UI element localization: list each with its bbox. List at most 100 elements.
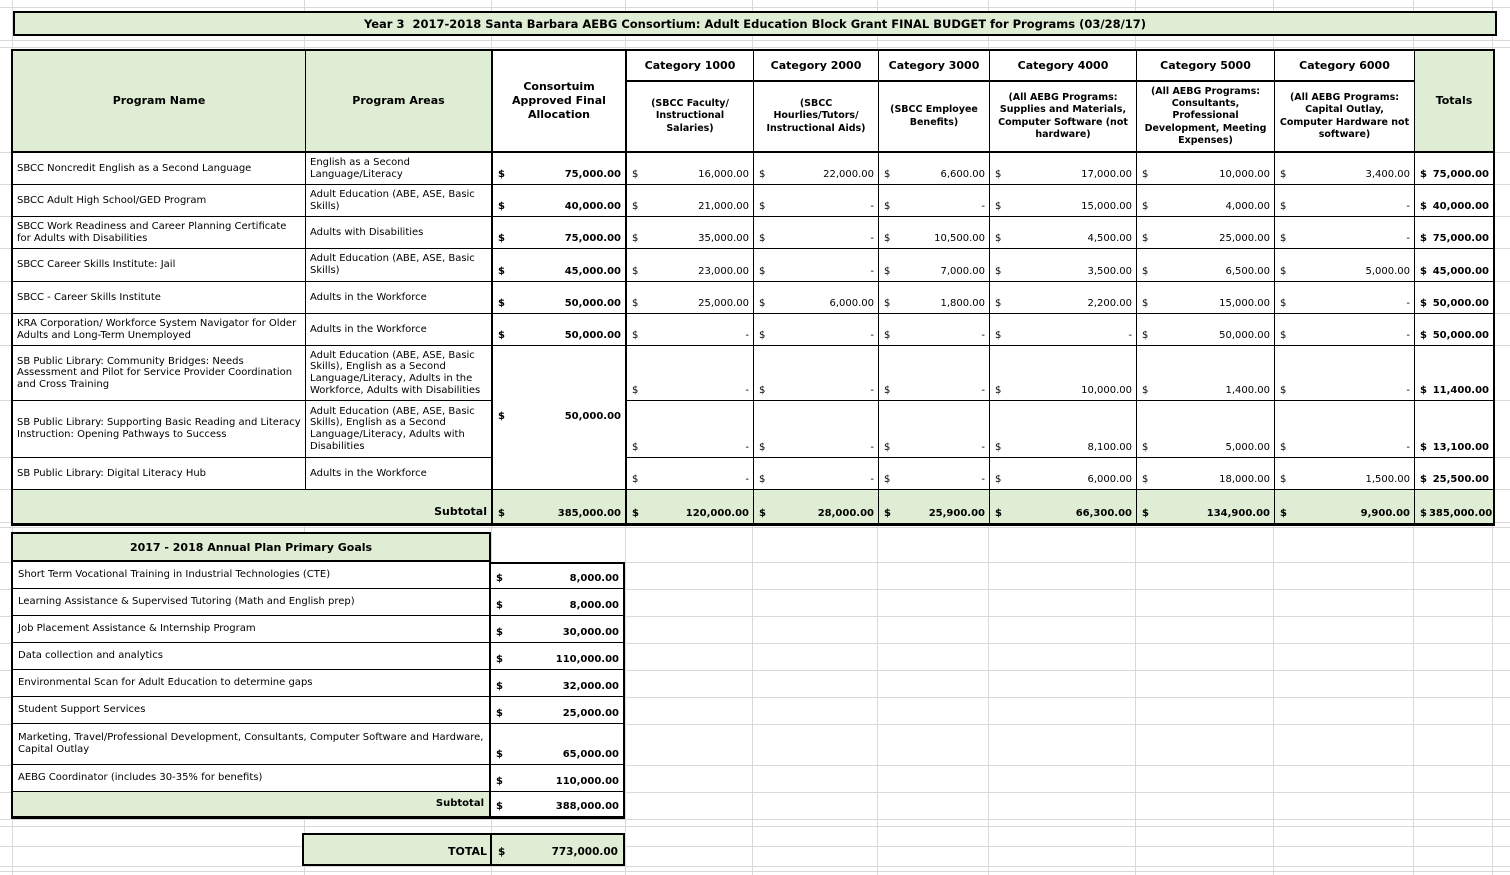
- category-value-cell[interactable]: $ -: [754, 185, 879, 217]
- category-value-cell[interactable]: $ -: [1275, 217, 1415, 249]
- goal-amount-cell[interactable]: $30,000.00: [491, 616, 625, 643]
- program-areas-cell[interactable]: Adults in the Workforce: [306, 458, 493, 490]
- category-value-cell[interactable]: $1,800.00: [879, 282, 990, 314]
- header-allocation[interactable]: Consortuim Approved Final Allocation: [493, 51, 627, 153]
- category-value-cell[interactable]: $23,000.00: [627, 249, 754, 282]
- category-value-cell[interactable]: $ -: [990, 314, 1137, 346]
- goal-amount-cell[interactable]: $8,000.00: [491, 589, 625, 616]
- program-areas-cell[interactable]: Adult Education (ABE, ASE, Basic Skills)…: [306, 346, 493, 401]
- category-value-cell[interactable]: $10,500.00: [879, 217, 990, 249]
- category-value-cell[interactable]: $6,500.00: [1137, 249, 1275, 282]
- category-value-cell[interactable]: $ -: [879, 401, 990, 458]
- header-program-areas[interactable]: Program Areas: [306, 51, 493, 153]
- category-value-cell[interactable]: $ -: [754, 217, 879, 249]
- category-value-cell[interactable]: $ -: [879, 314, 990, 346]
- row-total-cell[interactable]: $11,400.00: [1415, 346, 1493, 401]
- goal-label-cell[interactable]: Job Placement Assistance & Internship Pr…: [11, 616, 491, 643]
- goal-label-cell[interactable]: AEBG Coordinator (includes 30-35% for be…: [11, 765, 491, 792]
- program-areas-cell[interactable]: Adults in the Workforce: [306, 314, 493, 346]
- goal-label-cell[interactable]: Environmental Scan for Adult Education t…: [11, 670, 491, 697]
- program-name-cell[interactable]: KRA Corporation/ Workforce System Naviga…: [13, 314, 306, 346]
- category-value-cell[interactable]: $7,000.00: [879, 249, 990, 282]
- row-total-cell[interactable]: $13,100.00: [1415, 401, 1493, 458]
- goals-header[interactable]: 2017 - 2018 Annual Plan Primary Goals: [11, 532, 491, 562]
- grand-total-label-cell[interactable]: TOTAL: [304, 835, 492, 864]
- program-name-cell[interactable]: SBCC - Career Skills Institute: [13, 282, 306, 314]
- category-value-cell[interactable]: $25,000.00: [627, 282, 754, 314]
- category-value-cell[interactable]: $15,000.00: [990, 185, 1137, 217]
- allocation-cell[interactable]: $50,000.00: [493, 314, 627, 346]
- category-value-cell[interactable]: $21,000.00: [627, 185, 754, 217]
- category-value-cell[interactable]: $6,000.00: [754, 282, 879, 314]
- row-total-cell[interactable]: $50,000.00: [1415, 282, 1493, 314]
- category-value-cell[interactable]: $16,000.00: [627, 153, 754, 185]
- category-value-cell[interactable]: $4,500.00: [990, 217, 1137, 249]
- header-category-6000[interactable]: Category 6000: [1275, 51, 1415, 82]
- allocation-cell[interactable]: $75,000.00: [493, 217, 627, 249]
- subtotal-category-cell[interactable]: $120,000.00: [627, 490, 754, 523]
- subtotal-category-cell[interactable]: $66,300.00: [990, 490, 1137, 523]
- category-value-cell[interactable]: $22,000.00: [754, 153, 879, 185]
- header-program-name[interactable]: Program Name: [13, 51, 306, 153]
- category-value-cell[interactable]: $ -: [627, 401, 754, 458]
- category-value-cell[interactable]: $10,000.00: [1137, 153, 1275, 185]
- header-category-5000[interactable]: Category 5000: [1137, 51, 1275, 82]
- goal-amount-cell[interactable]: $8,000.00: [491, 562, 625, 589]
- goal-label-cell[interactable]: Learning Assistance & Supervised Tutorin…: [11, 589, 491, 616]
- program-name-cell[interactable]: SBCC Adult High School/GED Program: [13, 185, 306, 217]
- header-category-1000[interactable]: Category 1000: [627, 51, 754, 82]
- category-value-cell[interactable]: $ -: [879, 185, 990, 217]
- category-value-cell[interactable]: $ -: [1275, 185, 1415, 217]
- category-value-cell[interactable]: $15,000.00: [1137, 282, 1275, 314]
- category-value-cell[interactable]: $3,500.00: [990, 249, 1137, 282]
- header-category-5000-desc[interactable]: (All AEBG Programs: Consultants, Profess…: [1137, 82, 1275, 153]
- header-category-6000-desc[interactable]: (All AEBG Programs: Capital Outlay, Comp…: [1275, 82, 1415, 153]
- goal-label-cell[interactable]: Short Term Vocational Training in Indust…: [11, 562, 491, 589]
- program-name-cell[interactable]: SBCC Career Skills Institute: Jail: [13, 249, 306, 282]
- allocation-cell[interactable]: $75,000.00: [493, 153, 627, 185]
- category-value-cell[interactable]: $ -: [879, 346, 990, 401]
- goal-amount-cell[interactable]: $32,000.00: [491, 670, 625, 697]
- allocation-cell-merged[interactable]: $50,000.00: [493, 346, 627, 490]
- category-value-cell[interactable]: $ -: [879, 458, 990, 490]
- category-value-cell[interactable]: $1,400.00: [1137, 346, 1275, 401]
- header-category-3000[interactable]: Category 3000: [879, 51, 990, 82]
- category-value-cell[interactable]: $2,200.00: [990, 282, 1137, 314]
- row-total-cell[interactable]: $25,500.00: [1415, 458, 1493, 490]
- category-value-cell[interactable]: $4,000.00: [1137, 185, 1275, 217]
- program-name-cell[interactable]: SB Public Library: Community Bridges: Ne…: [13, 346, 306, 401]
- category-value-cell[interactable]: $18,000.00: [1137, 458, 1275, 490]
- category-value-cell[interactable]: $ -: [754, 249, 879, 282]
- category-value-cell[interactable]: $17,000.00: [990, 153, 1137, 185]
- allocation-cell[interactable]: $40,000.00: [493, 185, 627, 217]
- row-total-cell[interactable]: $75,000.00: [1415, 153, 1493, 185]
- goal-label-cell[interactable]: Student Support Services: [11, 697, 491, 724]
- program-areas-cell[interactable]: Adults in the Workforce: [306, 282, 493, 314]
- goal-amount-cell[interactable]: $110,000.00: [491, 765, 625, 792]
- category-value-cell[interactable]: $ -: [754, 458, 879, 490]
- subtotal-category-cell[interactable]: $134,900.00: [1137, 490, 1275, 523]
- subtotal-total-cell[interactable]: $385,000.00: [1415, 490, 1493, 523]
- header-category-3000-desc[interactable]: (SBCC Employee Benefits): [879, 82, 990, 153]
- category-value-cell[interactable]: $ -: [627, 458, 754, 490]
- category-value-cell[interactable]: $ -: [1275, 401, 1415, 458]
- goal-amount-cell[interactable]: $25,000.00: [491, 697, 625, 724]
- subtotal-allocation-cell[interactable]: $385,000.00: [493, 490, 627, 523]
- category-value-cell[interactable]: $8,100.00: [990, 401, 1137, 458]
- grand-total-amount-cell[interactable]: $773,000.00: [492, 835, 623, 864]
- category-value-cell[interactable]: $ -: [1275, 346, 1415, 401]
- category-value-cell[interactable]: $ -: [1275, 282, 1415, 314]
- goal-amount-cell[interactable]: $110,000.00: [491, 643, 625, 670]
- program-areas-cell[interactable]: Adult Education (ABE, ASE, Basic Skills)…: [306, 401, 493, 458]
- row-total-cell[interactable]: $40,000.00: [1415, 185, 1493, 217]
- row-total-cell[interactable]: $75,000.00: [1415, 217, 1493, 249]
- title-bar[interactable]: Year 3 2017-2018 Santa Barbara AEBG Cons…: [13, 11, 1497, 36]
- category-value-cell[interactable]: $50,000.00: [1137, 314, 1275, 346]
- header-category-1000-desc[interactable]: (SBCC Faculty/ Instructional Salaries): [627, 82, 754, 153]
- category-value-cell[interactable]: $3,400.00: [1275, 153, 1415, 185]
- subtotal-label-cell[interactable]: Subtotal: [13, 490, 493, 523]
- allocation-cell[interactable]: $50,000.00: [493, 282, 627, 314]
- program-areas-cell[interactable]: English as a Second Language/Literacy: [306, 153, 493, 185]
- category-value-cell[interactable]: $5,000.00: [1275, 249, 1415, 282]
- category-value-cell[interactable]: $ -: [754, 401, 879, 458]
